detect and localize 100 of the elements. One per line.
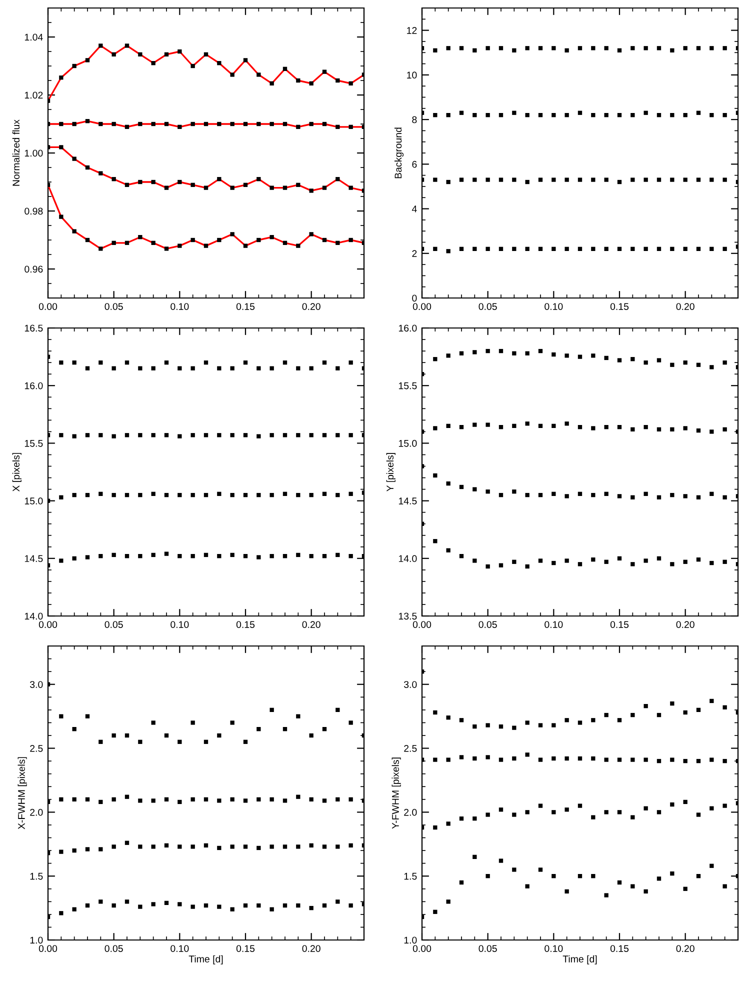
point	[59, 122, 64, 126]
point	[243, 492, 248, 498]
point	[85, 555, 90, 560]
point	[85, 847, 90, 852]
point	[204, 797, 208, 802]
point	[486, 422, 490, 427]
point	[446, 112, 450, 118]
point	[552, 424, 556, 428]
point	[538, 758, 543, 762]
y-axis-title: Y [pixels]	[386, 453, 396, 492]
point	[204, 433, 208, 438]
point	[217, 366, 222, 370]
point	[59, 360, 64, 365]
point	[564, 246, 569, 252]
point	[112, 844, 116, 849]
point	[538, 348, 543, 354]
point	[696, 178, 701, 182]
point	[348, 797, 353, 802]
y-tick-label: 16.0	[24, 382, 43, 390]
point	[178, 800, 182, 804]
point	[446, 481, 450, 486]
point	[538, 46, 543, 50]
point	[151, 240, 156, 245]
point	[282, 727, 288, 732]
point	[322, 727, 327, 732]
point	[512, 110, 516, 115]
point	[498, 112, 504, 118]
point	[72, 556, 76, 560]
point	[644, 889, 648, 894]
point	[164, 492, 169, 498]
point	[138, 798, 142, 803]
point	[59, 433, 64, 438]
point	[604, 712, 608, 718]
point	[204, 492, 208, 498]
point	[322, 844, 327, 849]
point	[270, 366, 274, 370]
point	[256, 727, 261, 732]
point	[243, 844, 248, 849]
point	[446, 249, 450, 254]
point	[722, 246, 727, 252]
point	[124, 794, 130, 799]
point	[722, 46, 727, 50]
point	[124, 360, 130, 365]
point	[164, 552, 169, 556]
point	[630, 712, 635, 718]
point	[683, 494, 688, 498]
point	[72, 229, 76, 234]
point	[472, 756, 477, 761]
point	[472, 48, 477, 52]
point	[630, 246, 635, 252]
point	[433, 910, 438, 914]
point	[230, 492, 234, 498]
point	[230, 366, 234, 370]
point	[243, 58, 248, 62]
point	[433, 246, 438, 252]
point	[604, 112, 608, 118]
point	[670, 562, 674, 566]
point	[336, 433, 340, 438]
point	[670, 178, 674, 182]
point	[178, 844, 182, 849]
point	[151, 902, 156, 906]
point	[525, 752, 530, 757]
point	[243, 433, 248, 438]
point	[151, 122, 156, 126]
y-tick-label: 2.5	[30, 744, 43, 752]
point	[230, 907, 234, 912]
point	[124, 433, 130, 438]
point	[459, 554, 464, 558]
point	[296, 124, 300, 129]
point	[525, 112, 530, 118]
y-tick-label: 15.5	[398, 382, 417, 390]
point	[270, 554, 274, 558]
point	[217, 177, 222, 182]
point	[98, 360, 103, 365]
point	[538, 178, 543, 182]
point	[656, 758, 662, 764]
point	[296, 433, 300, 438]
point	[151, 180, 156, 184]
point	[204, 122, 208, 126]
point	[617, 246, 622, 252]
x-tick-label: 0.20	[302, 945, 320, 952]
point	[433, 112, 438, 118]
point	[178, 434, 182, 438]
point	[459, 424, 464, 430]
y-tick-label: 1.04	[24, 34, 43, 41]
point	[72, 727, 76, 732]
point	[552, 810, 556, 814]
y-tick-label: 0.98	[24, 208, 43, 215]
point	[112, 797, 116, 802]
point	[722, 112, 727, 118]
point	[85, 165, 90, 170]
point	[296, 182, 300, 187]
point	[683, 46, 688, 50]
point	[512, 560, 516, 564]
point	[230, 844, 234, 849]
point	[178, 554, 182, 558]
point	[498, 492, 504, 498]
point	[164, 843, 169, 848]
y-tick-label: 16.5	[24, 324, 43, 332]
x-tick-label: 0.15	[610, 303, 629, 310]
